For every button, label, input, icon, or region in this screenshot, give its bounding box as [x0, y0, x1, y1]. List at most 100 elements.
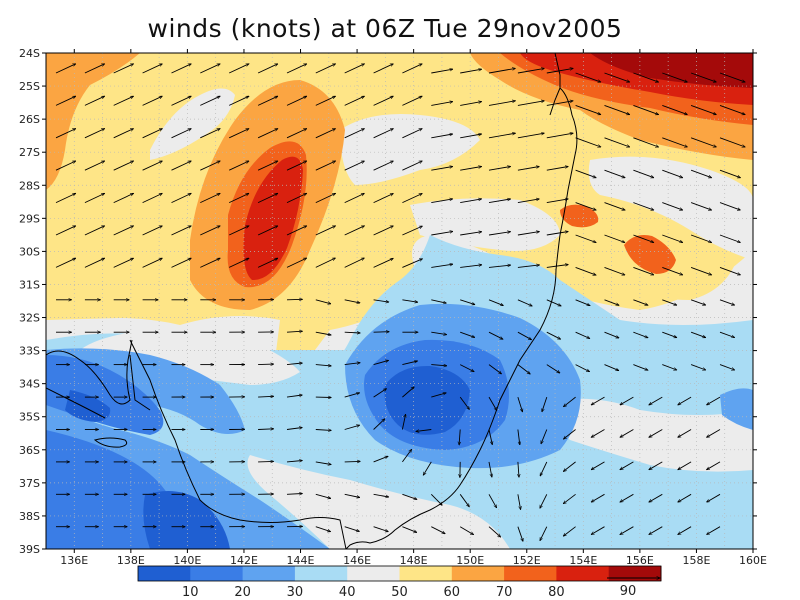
wind-arrow: [546, 167, 568, 171]
colorbar: 10 20 30 40 50 60 70 80 90: [137, 565, 662, 600]
colorbar-swatch: [190, 566, 244, 581]
wind-arrow: [315, 129, 336, 139]
wind-arrow: [257, 129, 278, 139]
wind-arrow: [546, 331, 561, 339]
wind-arrow: [575, 72, 601, 82]
wind-arrow: [402, 299, 417, 302]
wind-arrow: [575, 234, 597, 243]
wind-arrow: [546, 299, 561, 306]
wind-arrow: [662, 364, 677, 370]
wind-arrow: [460, 167, 481, 171]
wind-arrow: [719, 234, 740, 243]
wind-arrow: [113, 96, 134, 106]
wind-arrow: [662, 299, 677, 305]
wind-arrow: [402, 387, 414, 398]
wind-arrow: [460, 265, 482, 268]
wind-arrow: [431, 231, 453, 236]
lat-label: 27S: [19, 146, 40, 159]
wind-arrow: [416, 429, 432, 432]
wind-arrow: [575, 202, 597, 211]
wind-arrow: [257, 258, 278, 268]
wind-arrow: [344, 161, 365, 171]
wind-band-50-south: [80, 330, 753, 549]
wind-arrow: [431, 199, 452, 204]
wind-arrow: [488, 396, 497, 410]
wind-arrow: [633, 202, 653, 211]
wind-arrow: [575, 331, 590, 338]
wind-arrow: [171, 64, 192, 74]
wind-arrow: [84, 161, 105, 171]
wind-arrow: [517, 299, 532, 306]
wind-arrow: [84, 193, 105, 204]
wind-arrow: [604, 266, 625, 275]
colorbar-label: 10: [182, 585, 199, 600]
wind-arrow: [402, 129, 422, 139]
wind-arrow: [649, 429, 663, 438]
wind-arrow: [719, 202, 740, 211]
colorbar-label: 70: [496, 585, 513, 600]
wind-arrow: [575, 266, 596, 275]
wind-arrow: [563, 526, 576, 536]
lon-label: 160E: [739, 554, 767, 567]
wind-arrow: [575, 364, 590, 372]
wind-arrow: [344, 493, 360, 497]
wind-arrow: [286, 161, 307, 171]
wind-arrow: [488, 526, 501, 537]
wind-arrow: [707, 429, 721, 438]
wind-arrow: [564, 396, 576, 407]
wind-arrow: [517, 101, 544, 106]
wind-arrow: [591, 429, 605, 438]
wind-arrow: [373, 332, 390, 333]
wind-arrow: [690, 137, 716, 147]
wind-arrow: [200, 226, 220, 236]
wind-arrow: [373, 493, 389, 497]
wind-arrow: [633, 72, 658, 82]
lat-label: 36S: [19, 444, 40, 457]
wind-arrow: [459, 429, 460, 445]
wind-arrow: [286, 428, 302, 430]
colorbar-label: 30: [287, 585, 304, 600]
wind-arrow: [678, 429, 692, 438]
wind-arrow: [488, 494, 497, 508]
wind-arrow: [55, 129, 76, 139]
wind-arrow: [563, 461, 576, 472]
wind-arrow: [604, 234, 625, 243]
wind-arrow: [542, 396, 548, 412]
wind-arrow: [604, 72, 630, 82]
lat-label: 35S: [19, 411, 40, 424]
wind-arrow: [142, 226, 163, 236]
wind-arrow: [200, 64, 220, 74]
wind-arrow: [113, 258, 134, 268]
wind-arrow: [690, 104, 716, 114]
wind-arrow: [431, 365, 447, 366]
wind-arrow: [171, 129, 192, 139]
wind-arrow: [344, 461, 361, 462]
wind-arrow: [591, 493, 605, 502]
colorbar-swatch: [294, 566, 348, 581]
wind-arrow: [678, 526, 692, 535]
wind-arrow: [286, 96, 307, 106]
wind-arrow: [690, 169, 712, 178]
wind-arrow: [229, 226, 249, 236]
wind-arrow: [540, 461, 548, 476]
wind-arrow: [113, 193, 134, 204]
lat-label: 30S: [19, 245, 40, 258]
wind-arrow: [431, 69, 452, 74]
wind-arrow: [286, 226, 307, 236]
wind-arrow: [517, 232, 540, 236]
wind-arrow: [171, 193, 192, 204]
lon-label: 154E: [569, 554, 597, 567]
lat-label: 37S: [19, 477, 40, 490]
wind-arrow: [344, 193, 365, 204]
colorbar-label: 80: [548, 585, 565, 600]
wind-arrow: [200, 258, 220, 268]
wind-arrow: [690, 266, 712, 275]
colorbar-swatch: [138, 566, 191, 581]
wind-arrow: [620, 429, 634, 438]
wind-arrow: [690, 331, 706, 337]
wind-arrow: [604, 104, 630, 114]
wind-arrow: [229, 193, 249, 204]
wind-arrow: [620, 493, 634, 502]
wind-arrow: [344, 393, 360, 398]
wind-arrow: [315, 430, 332, 431]
